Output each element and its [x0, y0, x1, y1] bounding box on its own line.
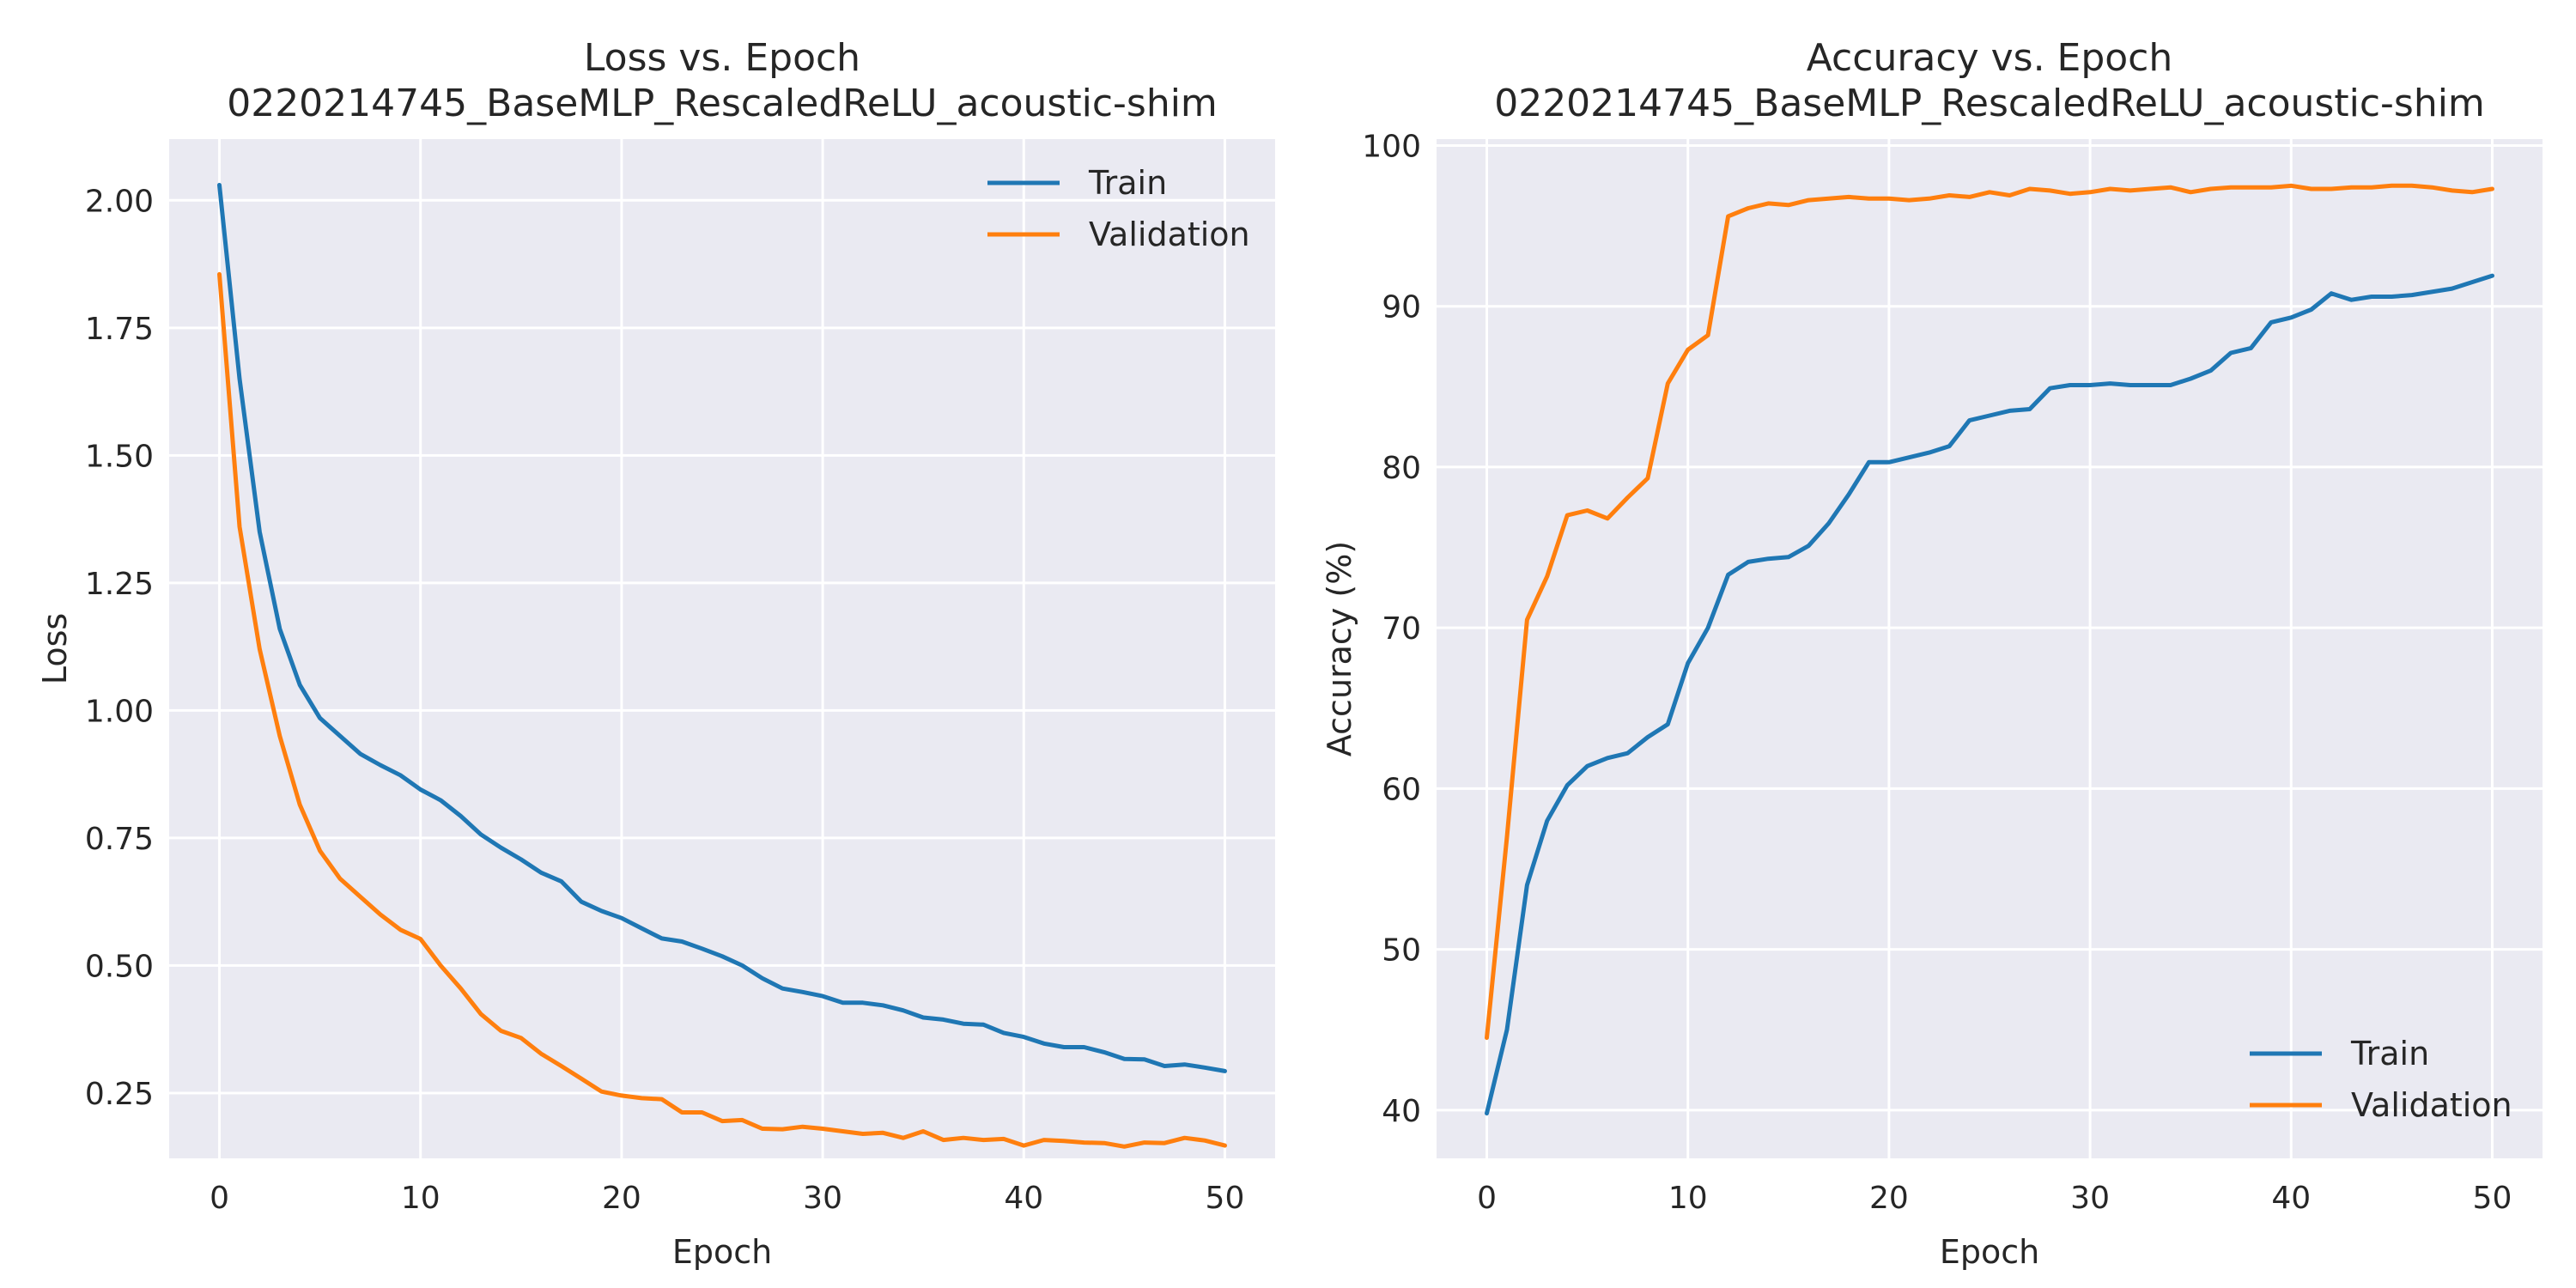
y-tick-label: 1.50 [85, 439, 154, 474]
y-tick-label: 0.75 [85, 822, 154, 857]
y-tick-label: 0.25 [85, 1077, 154, 1112]
y-axis-label: Accuracy (%) [1321, 541, 1358, 756]
chart-subtitle: 0220214745_BaseMLP_RescaledReLU_acoustic… [227, 82, 1218, 125]
y-tick-label: 100 [1362, 129, 1421, 164]
y-tick-label: 70 [1382, 611, 1421, 647]
legend-label-validation: Validation [1089, 216, 1250, 253]
legend-label-train: Train [1088, 164, 1167, 202]
chart-subtitle: 0220214745_BaseMLP_RescaledReLU_acoustic… [1494, 82, 2485, 125]
chart-panel-1: 0 10 20 30 40 50 0.25 0.50 0.75 1.00 1.25 1.50 1.75 2… [36, 36, 1275, 1271]
series-line-validation [1485, 183, 2494, 1041]
chart-panel-2: 0 10 20 30 40 50 40 50 60 70 80 90 100 Accuracy vs. E… [1321, 36, 2543, 1271]
x-tick-label: 20 [1869, 1181, 1909, 1216]
x-tick-label: 40 [2271, 1181, 2311, 1216]
x-tick-label: 10 [401, 1181, 440, 1216]
series-line-train [1485, 273, 2494, 1116]
plot-area [1437, 139, 2543, 1158]
legend-label-train: Train [2350, 1035, 2429, 1072]
y-tick-label: 50 [1382, 933, 1421, 969]
x-axis-label: Epoch [672, 1233, 772, 1271]
legend: Train Validation [987, 164, 1250, 253]
y-tick-label: 0.50 [85, 949, 154, 984]
chart-title: Accuracy vs. Epoch [1807, 36, 2173, 80]
legend: Train Validation [2250, 1035, 2512, 1124]
y-tick-label: 40 [1382, 1094, 1421, 1129]
x-tick-label: 50 [2473, 1181, 2512, 1216]
x-tick-label: 10 [1668, 1181, 1708, 1216]
series-line-train [217, 183, 1227, 1073]
plot-area [169, 139, 1275, 1158]
x-tick-label: 20 [602, 1181, 641, 1216]
y-tick-label: 80 [1382, 451, 1421, 486]
y-tick-label: 2.00 [85, 184, 154, 219]
series-line-validation [217, 271, 1227, 1149]
x-axis-label: Epoch [1940, 1233, 2039, 1271]
x-tick-label: 0 [210, 1181, 229, 1216]
x-tick-label: 40 [1004, 1181, 1043, 1216]
y-axis-label: Loss [36, 613, 74, 684]
y-tick-label: 60 [1382, 772, 1421, 807]
y-tick-label: 1.00 [85, 694, 154, 729]
chart-title: Loss vs. Epoch [584, 36, 860, 80]
x-tick-label: 0 [1477, 1181, 1497, 1216]
x-tick-label: 30 [803, 1181, 842, 1216]
x-tick-label: 50 [1206, 1181, 1245, 1216]
legend-label-validation: Validation [2351, 1086, 2512, 1124]
y-tick-label: 1.25 [85, 567, 154, 602]
x-tick-label: 30 [2070, 1181, 2110, 1216]
y-tick-label: 1.75 [85, 312, 154, 347]
y-tick-label: 90 [1382, 290, 1421, 325]
